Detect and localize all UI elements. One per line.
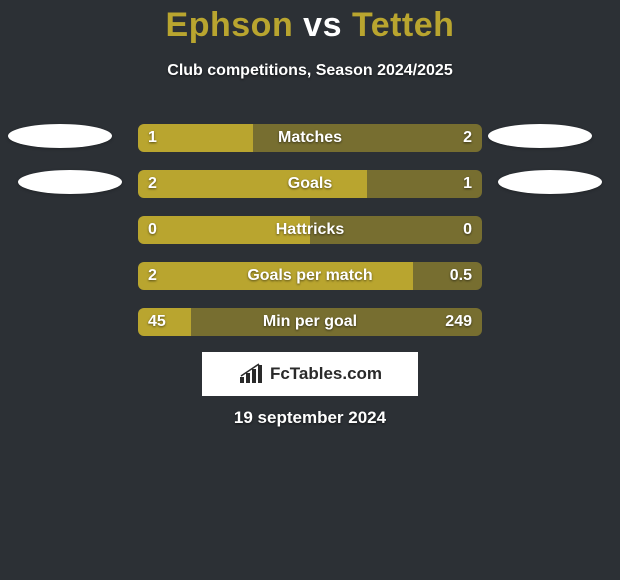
bar-segment-left bbox=[138, 216, 310, 244]
player1-name: Ephson bbox=[166, 6, 294, 44]
bar-track bbox=[138, 170, 482, 198]
bar-segment-left bbox=[138, 308, 191, 336]
datestamp: 19 september 2024 bbox=[0, 408, 620, 428]
bar-chart-icon bbox=[238, 363, 264, 385]
brand-text: FcTables.com bbox=[270, 364, 382, 384]
page-title: Ephson vs Tetteh bbox=[0, 6, 620, 45]
bar-segment-right bbox=[253, 124, 482, 152]
stat-row: Goals per match20.5 bbox=[0, 262, 620, 290]
bar-segment-right bbox=[191, 308, 482, 336]
subtitle: Club competitions, Season 2024/2025 bbox=[0, 62, 620, 80]
bar-segment-right bbox=[413, 262, 482, 290]
comparison-infographic: Ephson vs Tetteh Club competitions, Seas… bbox=[0, 0, 620, 580]
bar-segment-left bbox=[138, 124, 253, 152]
comparison-bars: Matches12 Goals21 Hattricks00 Goals per mat… bbox=[0, 124, 620, 354]
brand-badge: FcTables.com bbox=[202, 352, 418, 396]
player2-name: Tetteh bbox=[352, 6, 454, 44]
bar-segment-left bbox=[138, 170, 367, 198]
vs-separator: vs bbox=[303, 6, 342, 44]
bar-track bbox=[138, 216, 482, 244]
bar-segment-right bbox=[367, 170, 482, 198]
bar-track bbox=[138, 124, 482, 152]
bar-track bbox=[138, 262, 482, 290]
stat-row: Hattricks00 bbox=[0, 216, 620, 244]
bar-track bbox=[138, 308, 482, 336]
bar-segment-right bbox=[310, 216, 482, 244]
stat-row: Min per goal45249 bbox=[0, 308, 620, 336]
stat-row: Matches12 bbox=[0, 124, 620, 152]
stat-row: Goals21 bbox=[0, 170, 620, 198]
bar-segment-left bbox=[138, 262, 413, 290]
